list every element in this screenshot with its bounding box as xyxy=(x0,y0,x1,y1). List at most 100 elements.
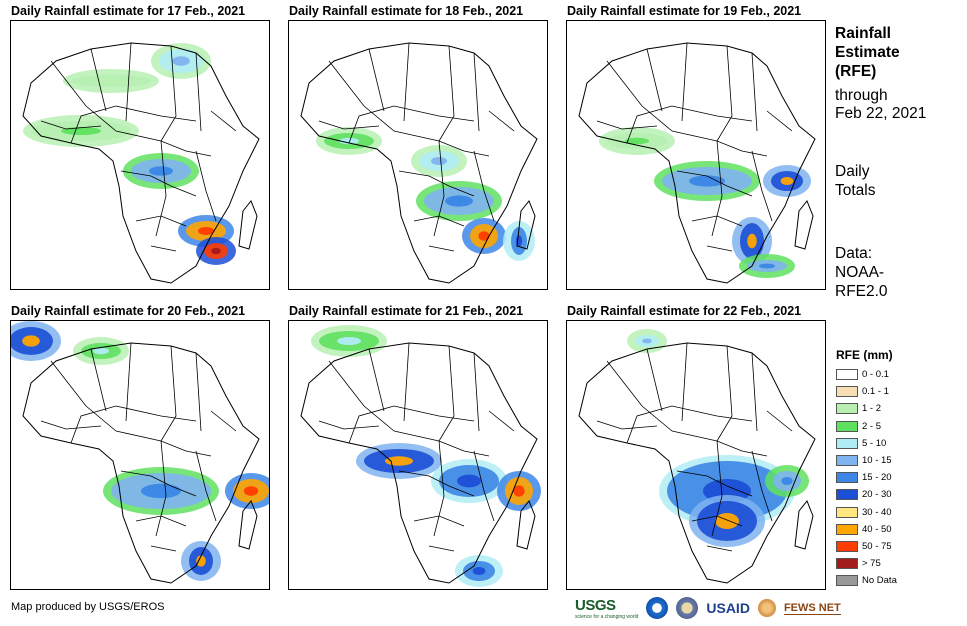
country-border xyxy=(606,360,673,432)
country-border xyxy=(398,170,475,197)
rain-core xyxy=(93,347,109,355)
rain-core xyxy=(759,263,775,269)
country-border xyxy=(393,430,490,457)
madagascar-outline xyxy=(516,500,536,550)
country-border xyxy=(120,170,197,197)
madagascar-outline xyxy=(794,200,814,250)
country-border xyxy=(473,450,495,522)
rain-core xyxy=(513,485,525,497)
country-border xyxy=(210,410,237,432)
country-border xyxy=(438,345,455,442)
usgs-tagline: science for a changing world xyxy=(575,613,639,620)
africa-coastline xyxy=(300,42,538,284)
legend-item: 0.1 - 1 xyxy=(836,385,889,399)
sidebar-data-source-2: RFE2.0 xyxy=(835,283,888,300)
country-border xyxy=(716,345,733,442)
country-border xyxy=(751,52,758,132)
legend-item: No Data xyxy=(836,574,897,588)
map-panel-1 xyxy=(10,20,270,290)
sidebar-data-label: Data: xyxy=(835,245,873,262)
country-border xyxy=(160,345,177,442)
panel-title-6: Daily Rainfall estimate for 22 Feb., 202… xyxy=(567,304,802,318)
legend-swatch xyxy=(836,506,858,518)
country-border xyxy=(195,52,202,132)
country-border xyxy=(155,440,167,537)
legend-item: 50 - 75 xyxy=(836,540,892,554)
legend-item: 40 - 50 xyxy=(836,523,892,537)
legend-item: 0 - 0.1 xyxy=(836,368,889,382)
rain-core xyxy=(339,137,359,145)
legend-swatch xyxy=(836,437,858,449)
legend-label: 40 - 50 xyxy=(862,523,892,535)
legend-label: 50 - 75 xyxy=(862,541,892,552)
rain-core xyxy=(243,486,259,496)
country-border xyxy=(488,110,515,132)
sidebar-date: Feb 22, 2021 xyxy=(835,105,927,122)
country-border xyxy=(433,440,445,537)
legend-label: 2 - 5 xyxy=(862,420,882,432)
sidebar-daily: Daily xyxy=(835,163,870,180)
rain-core xyxy=(642,338,652,344)
rain-core xyxy=(780,177,794,185)
africa-coastline xyxy=(578,42,816,284)
legend-label: > 75 xyxy=(862,558,881,570)
rain-core xyxy=(61,127,101,135)
rain-core xyxy=(141,483,181,499)
country-border xyxy=(195,450,217,522)
country-border xyxy=(328,60,395,132)
legend-swatch xyxy=(836,558,858,570)
legend-label: 15 - 20 xyxy=(862,472,892,484)
rain-core xyxy=(472,567,486,575)
credit-text: Map produced by USGS/EROS xyxy=(11,601,165,613)
sidebar-title-3: (RFE) xyxy=(835,63,877,80)
country-border xyxy=(115,130,212,157)
country-border xyxy=(115,430,212,457)
country-border xyxy=(596,420,658,430)
country-border xyxy=(150,545,177,552)
country-border xyxy=(433,140,445,237)
africa-rainfall-map xyxy=(578,42,816,284)
africa-rainfall-map xyxy=(300,42,538,284)
madagascar-outline xyxy=(238,200,258,250)
rain-core xyxy=(198,227,214,235)
country-border xyxy=(120,470,197,497)
legend-swatch xyxy=(836,575,858,587)
legend-label: 30 - 40 xyxy=(862,506,892,518)
country-border xyxy=(428,245,455,252)
rain-core xyxy=(172,56,190,66)
country-border xyxy=(473,150,495,222)
legend-item: 2 - 5 xyxy=(836,420,881,434)
country-border xyxy=(711,140,723,237)
map-panel-5 xyxy=(288,320,548,590)
country-border xyxy=(195,150,217,222)
country-border xyxy=(676,170,753,197)
legend-label: 20 - 30 xyxy=(862,489,892,501)
country-border xyxy=(488,410,515,432)
legend-item: 5 - 10 xyxy=(836,437,886,451)
country-border xyxy=(398,470,475,497)
rain-core xyxy=(211,247,221,255)
country-border xyxy=(328,360,395,432)
legend-item: 20 - 30 xyxy=(836,488,892,502)
africa-rainfall-map xyxy=(578,329,816,584)
legend-swatch xyxy=(836,472,858,484)
africa-coastline xyxy=(22,342,260,584)
madagascar-outline xyxy=(238,500,258,550)
rain-core xyxy=(337,337,361,345)
legend-swatch xyxy=(836,386,858,398)
country-border xyxy=(40,420,102,430)
legend-label: 10 - 15 xyxy=(862,455,892,466)
noaa-logo-icon xyxy=(646,597,669,619)
country-border xyxy=(671,430,768,457)
africa-rainfall-map xyxy=(22,42,260,284)
legend-title: RFE (mm) xyxy=(836,348,893,362)
rain-core xyxy=(781,477,793,485)
map-panel-4 xyxy=(10,320,270,590)
country-border xyxy=(751,352,758,432)
sidebar-through: through xyxy=(835,87,888,104)
sidebar-title-1: Rainfall xyxy=(835,25,891,42)
legend-label: 0.1 - 1 xyxy=(862,386,889,398)
rain-core xyxy=(385,456,413,466)
partner-logos: USGS science for a changing world USAID F… xyxy=(575,594,841,622)
country-border xyxy=(706,245,733,252)
